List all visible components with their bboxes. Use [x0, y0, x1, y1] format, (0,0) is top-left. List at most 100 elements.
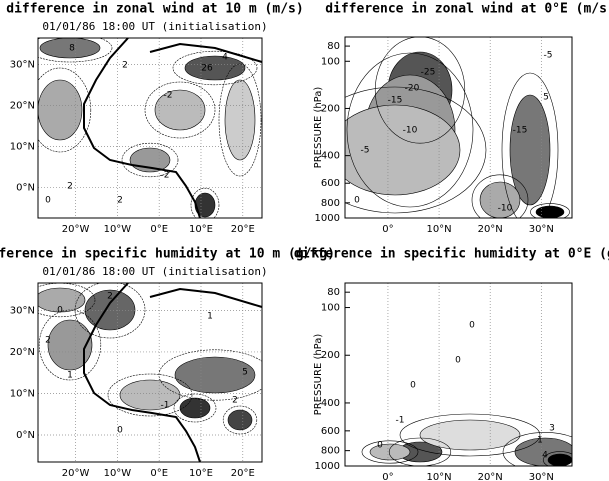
contour-line	[530, 203, 570, 218]
shaded-region	[119, 379, 181, 411]
contour-label: -5	[361, 146, 370, 156]
panel: 0° 10°N 20°N 30°N801002004006008001000PRESS…	[294, 247, 609, 481]
y-tick-label: 800	[321, 198, 340, 209]
y-axis-label: PRESSURE (hPa)	[313, 87, 324, 169]
x-tick-label: 0°E	[150, 224, 168, 235]
contour-field	[38, 283, 262, 435]
y-tick-label: 400	[321, 398, 340, 409]
contour-label: -2	[164, 91, 173, 101]
x-tick-label: 20°W	[62, 468, 90, 479]
y-tick-label: 800	[321, 446, 340, 457]
contour-line	[361, 440, 419, 464]
shaded-region	[174, 356, 256, 394]
contour-label: 0	[57, 306, 63, 316]
contour-line	[144, 81, 216, 139]
y-tick-label: 20°N	[10, 101, 35, 112]
contour-line	[74, 283, 146, 339]
contour-line	[222, 405, 258, 435]
contour-label: 0	[469, 321, 475, 331]
contour-line	[38, 67, 92, 153]
contour-line	[388, 437, 452, 466]
contour-line	[399, 413, 541, 457]
panel-title: difference in zonal wind at 10 m (m/s)	[6, 2, 303, 17]
contour-line	[173, 393, 217, 423]
contour-label: 0	[410, 381, 416, 391]
contour-line	[172, 50, 258, 86]
contour-label: 26	[201, 64, 213, 74]
contour-line	[542, 451, 572, 466]
contour-label: 5	[543, 93, 549, 103]
x-tick-label: 20°W	[62, 224, 90, 235]
x-tick-label: 0°	[382, 224, 393, 235]
contour-line	[38, 38, 113, 63]
contour-label: 2	[67, 182, 73, 192]
y-tick-label: 600	[321, 178, 340, 189]
contour-line	[502, 432, 572, 466]
contour-line	[218, 63, 262, 177]
x-tick-label: 0°	[382, 472, 393, 481]
shaded-region	[547, 453, 572, 466]
contour-line	[345, 86, 487, 214]
shaded-region	[154, 89, 206, 131]
contour-label: -20	[405, 84, 420, 94]
contour-label: 4	[222, 53, 228, 63]
panel: 20°W 10°W 0°E 10°E 20°E 0°N 10°N 20°N 30°N differ…	[0, 247, 335, 480]
contour-line	[38, 283, 96, 318]
x-tick-label: 10°N	[426, 472, 451, 481]
contour-label: 2	[45, 336, 51, 346]
shaded-region	[47, 319, 93, 371]
shaded-region	[345, 104, 461, 196]
panel: 0° 10°N 20°N 30°N801002004006008001000PRESS…	[313, 2, 609, 236]
coastline	[83, 37, 263, 219]
contour-label: 3	[549, 424, 555, 434]
y-tick-label: 100	[321, 56, 340, 67]
y-tick-label: 30°N	[10, 305, 35, 316]
shaded-region	[509, 94, 551, 206]
y-tick-label: 200	[321, 350, 340, 361]
plot-frame	[344, 36, 573, 219]
y-tick-label: 100	[321, 303, 340, 314]
y-tick-label: 1000	[315, 461, 340, 472]
shaded-region	[535, 205, 565, 218]
contour-label: -1	[161, 401, 170, 411]
contour-field	[345, 37, 570, 218]
y-tick-label: 400	[321, 151, 340, 162]
x-tick-label: 0°E	[150, 468, 168, 479]
x-tick-label: 20°N	[478, 472, 503, 481]
y-tick-label: 0°N	[16, 430, 35, 441]
contour-label: -25	[421, 68, 436, 78]
contour-label: -10	[498, 204, 513, 214]
contour-label: -10	[403, 126, 418, 136]
shaded-region	[224, 79, 256, 161]
contour-field	[361, 413, 572, 466]
panel: 20°W 10°W 0°E 10°E 20°E 0°N 10°N 20°N 30°N differ…	[6, 2, 303, 236]
contour-line	[346, 52, 474, 208]
y-tick-label: 80	[327, 287, 340, 298]
contour-label: -15	[513, 126, 528, 136]
contour-label: 2	[107, 292, 113, 302]
shaded-region	[84, 289, 136, 331]
contour-label: -1	[396, 416, 405, 426]
x-tick-label: 30°N	[529, 472, 554, 481]
contour-label: 1	[207, 312, 213, 322]
contour-label: 2	[122, 61, 128, 71]
plot-frame	[37, 282, 263, 463]
contour-line	[190, 187, 220, 218]
contour-line	[501, 72, 559, 218]
y-tick-label: 10°N	[10, 388, 35, 399]
contour-line	[121, 142, 179, 178]
panel-title: difference in specific humidity at 10 m …	[0, 247, 335, 262]
x-tick-label: 20°E	[231, 224, 255, 235]
y-tick-label: 0°N	[16, 182, 35, 193]
shaded-region	[369, 443, 411, 461]
shaded-region	[419, 419, 521, 451]
contour-label: 0	[117, 426, 123, 436]
shaded-region	[39, 38, 101, 59]
plot-frame	[344, 282, 573, 467]
x-tick-label: 20°E	[231, 468, 255, 479]
contour-label: 0	[377, 441, 383, 451]
contour-line	[107, 373, 193, 417]
contour-label: 2	[232, 396, 238, 406]
contour-label: 0	[354, 196, 360, 206]
